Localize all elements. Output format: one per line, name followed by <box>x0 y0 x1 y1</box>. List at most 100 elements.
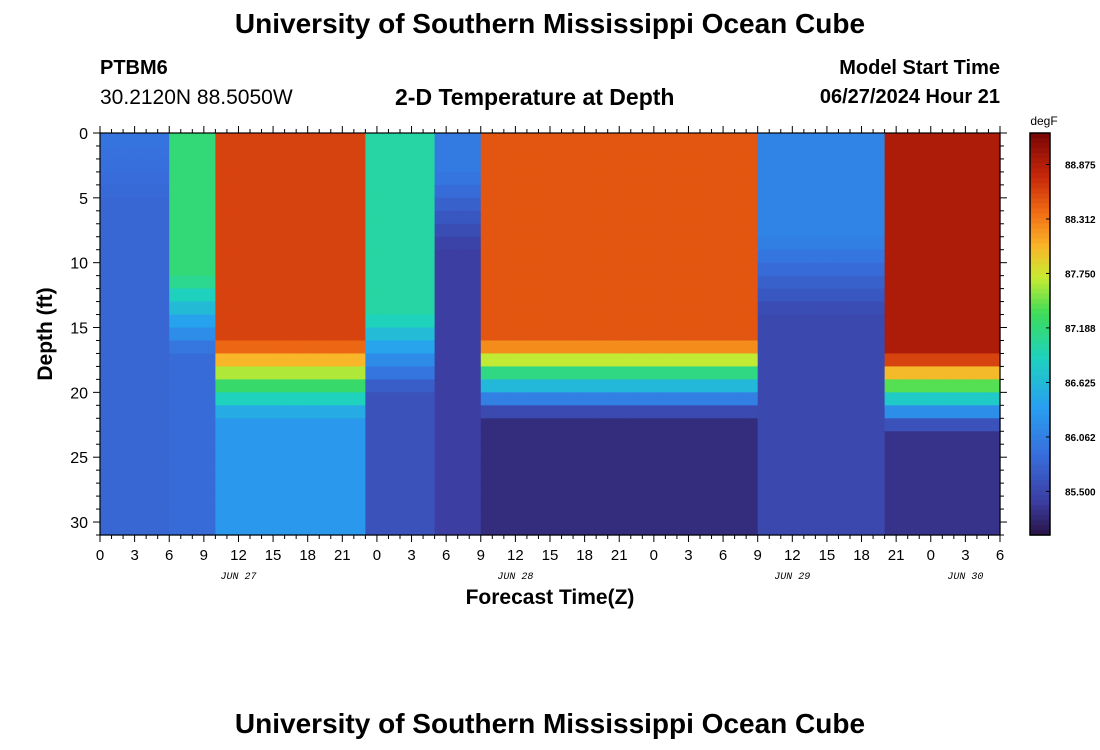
heatmap-cell <box>965 509 978 523</box>
heatmap-cell <box>400 327 413 342</box>
heatmap-cell <box>423 133 436 147</box>
heatmap-cell <box>942 405 955 419</box>
colorbar-tick-label: 88.875 <box>1065 160 1096 171</box>
heatmap-cell <box>423 288 436 303</box>
heatmap-cell <box>169 314 182 329</box>
heatmap-cell <box>919 262 932 277</box>
heatmap-cell <box>734 444 747 458</box>
heatmap-cell <box>884 457 897 471</box>
heatmap-cell <box>146 327 159 342</box>
heatmap-cell <box>607 158 620 173</box>
heatmap-cell <box>769 184 782 199</box>
heatmap-cell <box>919 133 932 147</box>
heatmap-cell <box>238 340 251 355</box>
heatmap-cell <box>388 171 401 186</box>
heatmap-cell <box>792 249 805 264</box>
heatmap-cell <box>861 327 874 342</box>
heatmap-cell <box>792 158 805 173</box>
colorbar-band <box>1030 504 1050 511</box>
heatmap-cell <box>400 197 413 212</box>
colorbar-band <box>1030 339 1050 345</box>
heatmap-cell <box>596 392 609 406</box>
heatmap-cell <box>619 210 632 225</box>
heatmap-cell <box>642 444 655 458</box>
heatmap-cell <box>111 457 124 471</box>
heatmap-cell <box>873 483 886 497</box>
heatmap-cell <box>446 184 459 199</box>
heatmap-cell <box>111 327 124 342</box>
heatmap-cell <box>180 171 193 186</box>
colorbar-band <box>1030 509 1050 516</box>
colorbar-band <box>1030 379 1050 385</box>
heatmap-cell <box>907 262 920 277</box>
heatmap-cell <box>423 327 436 342</box>
heatmap-cell <box>630 210 643 225</box>
heatmap-cell <box>688 470 701 484</box>
heatmap-cell <box>711 145 724 160</box>
heatmap-cell <box>111 522 124 536</box>
heatmap-cell <box>976 418 990 432</box>
heatmap-cell <box>792 133 805 147</box>
heatmap-cell <box>376 431 390 445</box>
heatmap-cell <box>123 431 136 445</box>
heatmap-cell <box>388 288 401 303</box>
heatmap-cell <box>596 314 609 329</box>
heatmap-cell <box>307 288 320 303</box>
heatmap-cell <box>146 197 159 212</box>
heatmap-cell <box>446 288 459 303</box>
heatmap-cell <box>388 470 401 484</box>
heatmap-cell <box>203 379 216 393</box>
heatmap-cell <box>596 405 609 419</box>
heatmap-cell <box>180 262 193 277</box>
heatmap-cell <box>665 496 678 510</box>
heatmap-cell <box>250 379 263 393</box>
heatmap-cell <box>711 457 724 471</box>
heatmap-cell <box>134 392 147 406</box>
heatmap-cell <box>123 522 136 536</box>
heatmap-cell <box>457 210 470 225</box>
heatmap-cell <box>676 236 690 251</box>
heatmap-cell <box>803 444 816 458</box>
heatmap-cell <box>492 171 505 186</box>
colorbar-band <box>1030 298 1050 305</box>
heatmap-cell <box>307 457 320 471</box>
heatmap-cell <box>423 392 436 406</box>
heatmap-cell <box>388 457 401 471</box>
heatmap-cell <box>711 327 724 342</box>
heatmap-cell <box>919 158 932 173</box>
heatmap-cell <box>953 210 966 225</box>
heatmap-cell <box>792 366 805 380</box>
heatmap-cell <box>411 470 424 484</box>
heatmap-cell <box>965 262 978 277</box>
heatmap-cell <box>965 444 978 458</box>
heatmap-cell <box>480 314 493 329</box>
heatmap-cell <box>100 366 113 380</box>
heatmap-cell <box>284 327 297 342</box>
heatmap-cell <box>665 470 678 484</box>
heatmap-cell <box>134 197 147 212</box>
colorbar-band <box>1030 369 1050 375</box>
heatmap-cell <box>850 379 863 393</box>
heatmap-cell <box>492 314 505 329</box>
heatmap-cell <box>261 327 274 342</box>
heatmap-cell <box>607 262 620 277</box>
heatmap-cell <box>838 158 851 173</box>
heatmap-cell <box>596 340 609 355</box>
heatmap-cell <box>573 249 586 264</box>
heatmap-cell <box>884 171 897 186</box>
heatmap-cell <box>376 184 390 199</box>
heatmap-cell <box>838 509 851 523</box>
heatmap-cell <box>411 483 424 497</box>
heatmap-cell <box>700 223 713 238</box>
heatmap-cell <box>780 522 793 536</box>
heatmap-cell <box>780 392 793 406</box>
heatmap-cell <box>976 275 990 290</box>
heatmap-cell <box>157 145 170 160</box>
heatmap-cell <box>446 262 459 277</box>
heatmap-cell <box>180 223 193 238</box>
heatmap-cell <box>711 340 724 355</box>
heatmap-cell <box>111 158 124 173</box>
heatmap-cell <box>123 353 136 368</box>
heatmap-cell <box>296 327 309 342</box>
heatmap-cell <box>353 275 366 290</box>
